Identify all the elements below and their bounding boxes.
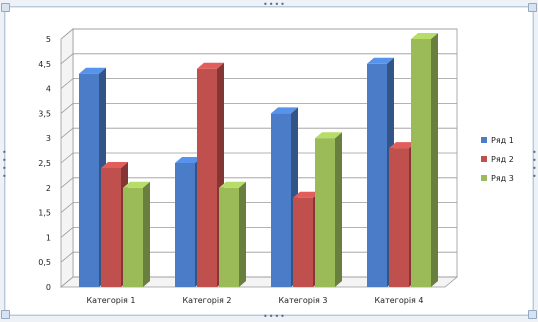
bar-side (431, 33, 438, 287)
bar-front (293, 197, 313, 287)
legend-swatch (481, 175, 487, 181)
legend-label: Ряд 1 (491, 136, 514, 145)
bar-top (123, 181, 150, 188)
y-tick-label: 5 (46, 35, 51, 44)
resize-handle-top-right[interactable] (528, 3, 537, 12)
gridline (60, 53, 457, 65)
bar-top (271, 107, 298, 114)
bar-front (79, 73, 99, 287)
bar-front (271, 113, 291, 288)
bar-side (143, 181, 150, 287)
bar (411, 33, 438, 287)
y-tick-label: 2,5 (38, 159, 51, 168)
resize-handle-bottom[interactable]: •••• (263, 312, 286, 321)
bar-top (79, 67, 106, 74)
y-tick-label: 3,5 (38, 109, 51, 118)
gridline (60, 103, 457, 114)
gridline (60, 127, 457, 139)
x-tick-label: Категорія 1 (86, 296, 135, 305)
resize-handle-right[interactable]: •••• (532, 148, 538, 181)
y-tick-label: 1 (46, 233, 51, 242)
legend-swatch (481, 137, 487, 143)
resize-handle-bottom-right[interactable] (528, 310, 537, 319)
bar (197, 62, 224, 288)
bar-top (101, 161, 128, 168)
bar-front (389, 148, 409, 287)
bar-top (175, 157, 202, 163)
bar-top (389, 142, 416, 149)
y-tick-label: 1,5 (38, 209, 51, 218)
chart-plot: 00,511,522,533,544,55 Категорія 1 Категор… (38, 28, 514, 305)
bar (123, 181, 150, 287)
bar-front (175, 163, 195, 287)
legend-entry: Ряд 1 (481, 136, 514, 145)
y-tick-label: 0,5 (38, 258, 51, 267)
bar-top (219, 181, 246, 188)
bar-top (367, 57, 394, 64)
bar-front (367, 63, 387, 287)
legend-label: Ряд 3 (491, 174, 514, 183)
gridline (60, 28, 457, 40)
bar (219, 181, 246, 287)
x-tick-label: Категорія 3 (278, 296, 327, 305)
y-tick-label: 4 (46, 85, 51, 94)
y-tick-label: 4,5 (38, 60, 51, 69)
legend[interactable]: Ряд 1 Ряд 2 Ряд 3 (481, 136, 514, 183)
bar-front (101, 167, 121, 287)
bar-top (411, 33, 438, 39)
bar-front (123, 187, 143, 287)
x-tick-label: Категорія 2 (182, 296, 231, 305)
bars (79, 33, 438, 288)
y-tick-label: 0 (46, 283, 51, 292)
legend-label: Ряд 2 (491, 155, 514, 164)
gridline (60, 78, 457, 89)
y-axis-ticks: 0 0,5 1 1,5 2 2,5 3 3,5 4 4,5 5 (38, 35, 51, 292)
y-tick-label: 2 (46, 184, 51, 193)
resize-handle-left[interactable]: •••• (2, 148, 8, 181)
resize-handle-top[interactable]: •••• (263, 0, 286, 9)
legend-swatch (481, 156, 487, 162)
bar (315, 132, 342, 287)
resize-handle-bottom-left[interactable] (1, 310, 10, 319)
resize-handle-top-left[interactable] (1, 3, 10, 12)
bar-front (219, 187, 239, 287)
bar-front (411, 39, 431, 287)
legend-entry: Ряд 2 (481, 155, 514, 164)
bar-top (197, 62, 224, 69)
x-axis-ticks: Категорія 1 Категорія 2 Категорія 3 Категор… (86, 296, 423, 305)
bar-side (239, 181, 246, 287)
x-tick-label: Категорія 4 (374, 296, 423, 305)
bar-front (197, 68, 217, 287)
bar-top (293, 191, 320, 198)
bar-top (315, 132, 342, 139)
bar-front (315, 138, 335, 287)
bar-side (335, 132, 342, 287)
legend-entry: Ряд 3 (481, 174, 514, 183)
y-tick-label: 3 (46, 134, 51, 143)
